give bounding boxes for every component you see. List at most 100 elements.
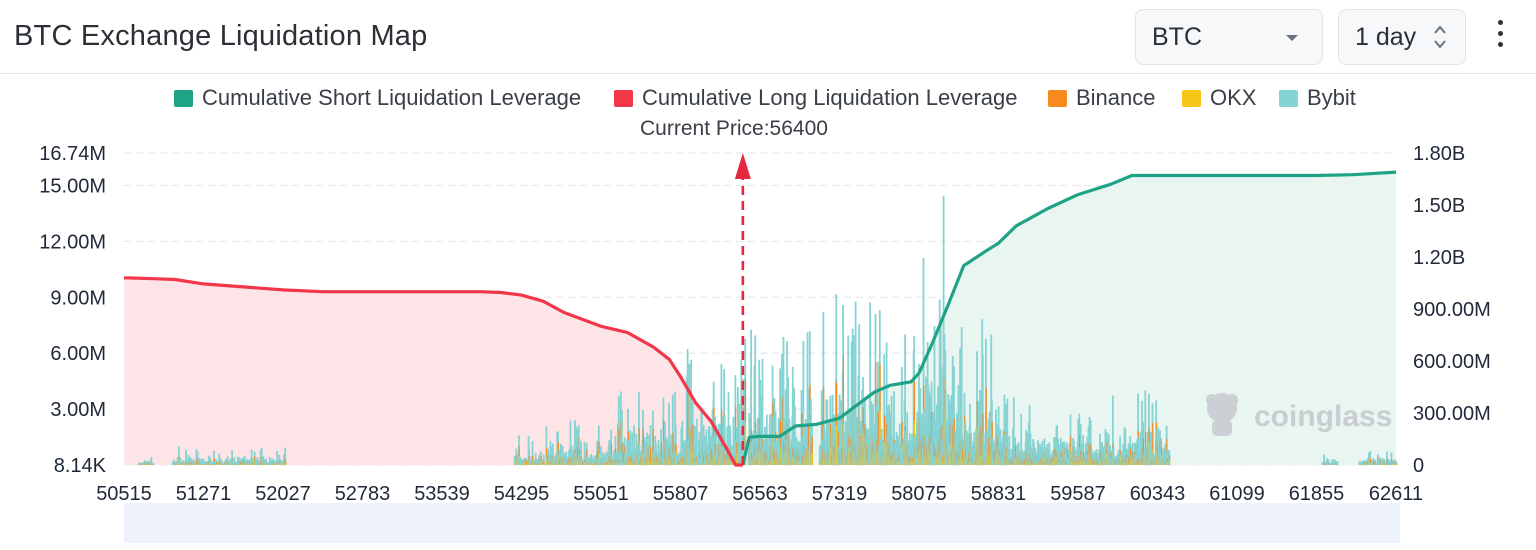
bar-bybit xyxy=(875,405,878,465)
bar-bybit xyxy=(1088,416,1091,465)
coin-select[interactable]: BTC xyxy=(1135,9,1323,65)
bar-bybit xyxy=(1005,404,1007,465)
bar-bybit xyxy=(574,420,576,465)
bar-binance xyxy=(823,387,825,465)
bar-bybit xyxy=(1070,450,1073,465)
x-axis-tick: 55807 xyxy=(653,483,709,505)
x-axis-tick: 57319 xyxy=(812,483,868,505)
bar-bybit xyxy=(142,462,144,465)
bar-okx xyxy=(272,464,274,465)
bar-bybit xyxy=(195,449,198,465)
bar-binance xyxy=(239,462,241,465)
bar-bybit xyxy=(739,444,741,465)
bar-binance xyxy=(1391,459,1393,465)
bar-bybit xyxy=(954,432,957,465)
bar-bybit xyxy=(1374,460,1377,465)
bar-binance xyxy=(543,461,545,465)
bar-bybit xyxy=(786,341,788,465)
bar-bybit xyxy=(755,431,758,465)
bar-binance xyxy=(175,464,177,465)
bar-binance xyxy=(931,411,933,465)
bar-bybit xyxy=(234,463,236,465)
bar-okx xyxy=(526,464,528,465)
bar-bybit xyxy=(621,409,623,465)
bar-bybit xyxy=(200,458,203,465)
legend-label: Cumulative Long Liquidation Leverage xyxy=(642,85,1018,110)
bar-binance xyxy=(901,421,903,465)
bar-bybit xyxy=(716,443,718,465)
bar-okx xyxy=(656,461,658,465)
bar-okx xyxy=(285,463,287,465)
bar-okx xyxy=(1153,464,1155,465)
bar-bybit xyxy=(941,438,944,465)
bar-binance xyxy=(993,450,995,465)
bar-bybit xyxy=(618,451,621,465)
range-slider[interactable] xyxy=(124,503,1400,543)
bar-bybit xyxy=(214,462,216,465)
bar-bybit xyxy=(1002,430,1005,465)
bar-okx xyxy=(744,421,747,465)
bar-bybit xyxy=(1057,438,1059,465)
bar-okx xyxy=(678,463,680,465)
bar-okx xyxy=(1161,455,1163,465)
bar-okx xyxy=(283,462,285,465)
bar-bybit xyxy=(908,433,911,465)
bar-okx xyxy=(606,464,608,465)
bar-okx xyxy=(225,463,227,465)
bar-bybit xyxy=(633,449,636,465)
bar-binance xyxy=(1024,460,1026,465)
bar-okx xyxy=(628,462,630,465)
bar-okx xyxy=(624,463,627,465)
bar-bybit xyxy=(856,416,859,465)
bar-bybit xyxy=(694,425,696,465)
bar-binance xyxy=(672,432,674,465)
bar-bybit xyxy=(688,363,691,465)
bar-bybit xyxy=(670,434,673,465)
bar-bybit xyxy=(189,456,192,465)
bar-bybit xyxy=(150,456,153,465)
bar-binance xyxy=(1141,447,1143,465)
bar-bybit xyxy=(818,446,821,465)
long-line xyxy=(123,276,743,467)
bar-okx xyxy=(1076,463,1078,465)
bar-bybit xyxy=(593,456,596,465)
bar-binance xyxy=(582,462,584,465)
bar-bybit xyxy=(1112,395,1114,465)
bar-okx xyxy=(710,460,713,465)
bar-okx xyxy=(207,464,209,465)
bar-okx xyxy=(653,460,655,465)
bar-bybit xyxy=(638,445,641,465)
bar-bybit xyxy=(1150,434,1153,465)
left-axis-tick: 3.00M xyxy=(50,399,106,421)
bar-bybit xyxy=(187,457,190,465)
bar-bybit xyxy=(847,335,850,465)
bar-binance xyxy=(277,461,279,465)
bar-binance xyxy=(726,451,729,465)
bar-binance xyxy=(518,446,520,465)
bar-okx xyxy=(988,454,990,465)
bar-bybit xyxy=(932,412,935,465)
more-options-icon[interactable] xyxy=(1490,20,1510,56)
long-area xyxy=(124,277,743,465)
bar-bybit xyxy=(1077,419,1080,465)
range-select[interactable]: 1 day xyxy=(1338,9,1466,65)
bar-bybit xyxy=(698,432,701,465)
bar-bybit xyxy=(1091,453,1094,465)
bar-bybit xyxy=(740,409,743,465)
x-axis-tick: 61099 xyxy=(1209,483,1265,505)
bar-bybit xyxy=(1112,447,1115,465)
bar-bybit xyxy=(887,406,889,465)
bar-binance xyxy=(682,456,684,465)
x-axis-tick: 58831 xyxy=(971,483,1027,505)
bar-okx xyxy=(1035,460,1037,465)
bar-bybit xyxy=(184,462,186,465)
bar-binance xyxy=(661,463,663,465)
x-axis-tick: 50515 xyxy=(96,483,152,505)
bar-bybit xyxy=(268,457,271,465)
bar-okx xyxy=(1114,463,1116,465)
bar-bybit xyxy=(690,359,692,465)
bar-binance xyxy=(213,458,215,465)
bar-bybit xyxy=(1008,435,1011,465)
bar-bybit xyxy=(627,440,630,465)
